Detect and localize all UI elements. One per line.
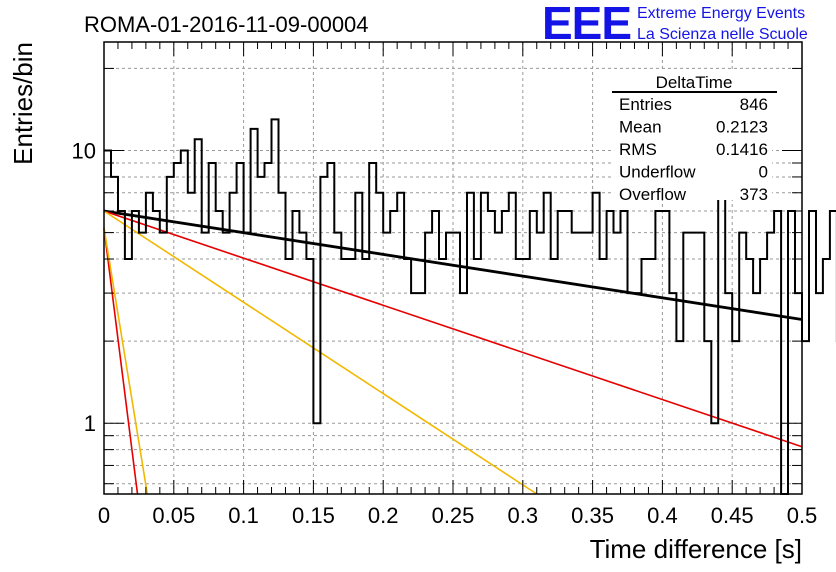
eee-logo-line1: Extreme Energy Events [637, 5, 805, 22]
stats-row-label: Mean [619, 118, 662, 137]
x-tick-label: 0.3 [508, 503, 539, 528]
x-tick-label: 0.35 [571, 503, 614, 528]
x-tick-label: 0.1 [228, 503, 259, 528]
stats-row-value: 0 [759, 163, 768, 182]
x-tick-label: 0.25 [432, 503, 475, 528]
histogram-bins [104, 118, 836, 495]
fit-curve-2 [103, 210, 803, 448]
fit-curve-5 [103, 227, 149, 495]
stats-row-value: 0.1416 [716, 140, 768, 159]
x-tick-label: 0.5 [787, 503, 818, 528]
y-tick-label: 10 [72, 139, 96, 164]
x-axis-label: Time difference [s] [590, 534, 802, 564]
stats-row-value: 0.2123 [716, 118, 768, 137]
stats-rows: Entries 846 Mean 0.2123 RMS 0.1416 Underflow 0 O… [619, 95, 768, 204]
x-tick-labels: 0 0.05 0.1 0.15 0.2 0.25 0.3 0.35 0.4 0.45 0.5 [98, 503, 817, 528]
stats-row-value: 846 [740, 95, 768, 114]
eee-logo-line2: La Scienza nelle Scuole [637, 26, 808, 43]
fit-curve-1 [103, 209, 803, 321]
x-tick-label: 0 [98, 503, 110, 528]
y-axis-label: Entries/bin [8, 42, 38, 165]
stats-row-label: Entries [619, 95, 672, 114]
x-tick-label: 0.05 [152, 503, 195, 528]
stats-title: DeltaTime [656, 73, 733, 92]
stats-row-label: RMS [619, 140, 657, 159]
stats-box: DeltaTime Entries 846 Mean 0.2123 RMS 0.1416 U… [612, 72, 777, 204]
x-tick-label: 0.4 [647, 503, 678, 528]
stats-box-background [612, 72, 772, 200]
stats-row-label: Underflow [619, 163, 696, 182]
x-tick-label: 0.2 [368, 503, 399, 528]
y-tick-label: 1 [84, 411, 96, 436]
y-tick-labels: 1 10 [72, 139, 96, 437]
x-tick-label: 0.15 [292, 503, 335, 528]
stats-row-value: 373 [740, 185, 768, 204]
eee-logo: EEE Extreme Energy Events La Scienza nel… [542, 0, 808, 49]
x-tick-label: 0.45 [711, 503, 754, 528]
eee-logo-mark: EEE [542, 0, 631, 49]
fit-curve-4 [103, 227, 139, 495]
histogram-step-line [104, 118, 836, 495]
axis-ticks [103, 42, 803, 494]
stats-row-label: Overflow [619, 185, 687, 204]
chart-title: ROMA-01-2016-11-09-00004 [84, 12, 369, 37]
